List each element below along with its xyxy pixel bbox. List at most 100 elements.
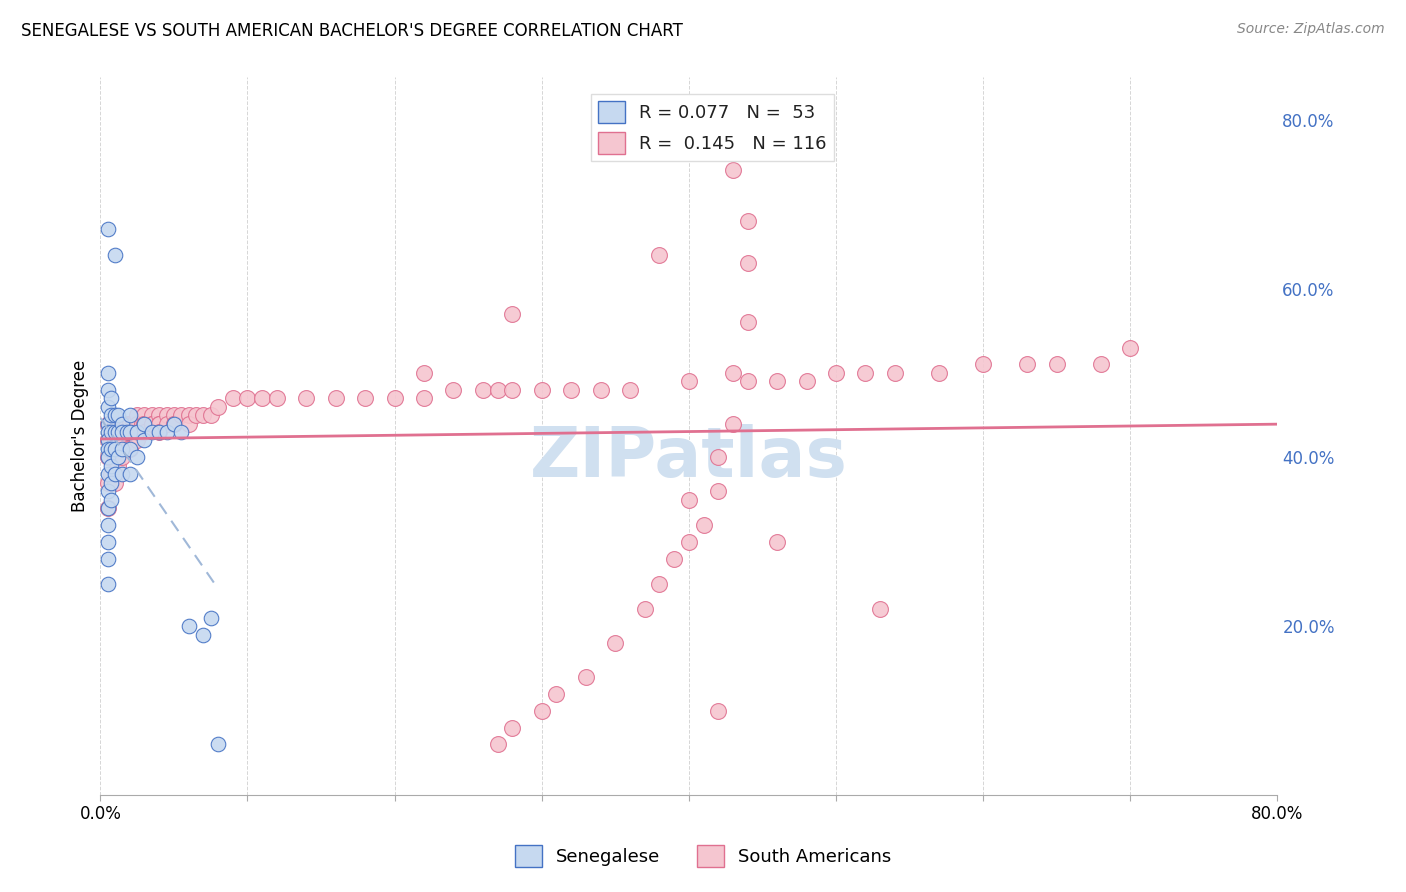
Point <box>111 442 134 456</box>
Legend: Senegalese, South Americans: Senegalese, South Americans <box>508 838 898 874</box>
Point <box>118 417 141 431</box>
Point <box>501 307 523 321</box>
Point <box>127 434 149 448</box>
Point <box>111 425 134 439</box>
Point <box>855 366 877 380</box>
Point <box>163 417 186 431</box>
Point <box>100 434 122 448</box>
Point <box>163 408 186 422</box>
Point <box>678 534 700 549</box>
Point <box>796 375 818 389</box>
Point <box>100 442 122 456</box>
Point <box>648 248 671 262</box>
Point <box>104 434 127 448</box>
Point <box>721 366 744 380</box>
Point <box>530 383 553 397</box>
Point <box>100 458 122 473</box>
Point <box>107 458 129 473</box>
Point <box>127 450 149 465</box>
Point <box>100 417 122 431</box>
Point <box>97 434 120 448</box>
Point <box>115 417 138 431</box>
Point <box>141 425 163 439</box>
Point <box>104 450 127 465</box>
Legend: R = 0.077   N =  53, R =  0.145   N = 116: R = 0.077 N = 53, R = 0.145 N = 116 <box>591 94 834 161</box>
Point <box>141 417 163 431</box>
Point <box>97 425 120 439</box>
Point <box>107 408 129 422</box>
Point <box>104 467 127 482</box>
Point <box>148 425 170 439</box>
Point <box>530 704 553 718</box>
Point <box>869 602 891 616</box>
Point <box>104 408 127 422</box>
Point <box>111 450 134 465</box>
Point <box>111 425 134 439</box>
Point <box>107 417 129 431</box>
Point <box>111 417 134 431</box>
Point <box>148 417 170 431</box>
Point <box>501 721 523 735</box>
Point <box>354 391 377 405</box>
Point <box>97 475 120 490</box>
Point <box>155 417 177 431</box>
Point <box>97 417 120 431</box>
Point <box>115 425 138 439</box>
Point <box>131 425 153 439</box>
Point <box>97 366 120 380</box>
Point <box>575 670 598 684</box>
Point <box>97 484 120 499</box>
Point <box>97 400 120 414</box>
Point <box>97 577 120 591</box>
Point <box>104 425 127 439</box>
Point <box>678 492 700 507</box>
Point <box>118 425 141 439</box>
Point <box>170 408 193 422</box>
Point <box>100 475 122 490</box>
Point <box>111 434 134 448</box>
Point <box>148 417 170 431</box>
Point <box>662 551 685 566</box>
Point <box>155 408 177 422</box>
Point <box>207 400 229 414</box>
Point <box>737 256 759 270</box>
Point <box>127 417 149 431</box>
Point <box>471 383 494 397</box>
Point <box>250 391 273 405</box>
Point <box>104 248 127 262</box>
Text: Source: ZipAtlas.com: Source: ZipAtlas.com <box>1237 22 1385 37</box>
Point <box>737 214 759 228</box>
Point <box>127 425 149 439</box>
Point <box>100 408 122 422</box>
Point <box>560 383 582 397</box>
Point <box>193 627 215 641</box>
Point <box>766 375 789 389</box>
Point <box>107 425 129 439</box>
Point <box>443 383 465 397</box>
Point <box>111 417 134 431</box>
Point <box>134 408 156 422</box>
Point <box>100 425 122 439</box>
Point <box>207 738 229 752</box>
Point <box>104 425 127 439</box>
Point <box>193 408 215 422</box>
Point <box>486 738 509 752</box>
Point <box>648 577 671 591</box>
Point <box>177 408 200 422</box>
Point <box>737 375 759 389</box>
Point <box>118 467 141 482</box>
Point <box>384 391 406 405</box>
Point <box>104 475 127 490</box>
Point <box>413 366 436 380</box>
Point <box>118 408 141 422</box>
Point <box>148 425 170 439</box>
Point <box>100 492 122 507</box>
Point <box>678 375 700 389</box>
Point <box>107 434 129 448</box>
Point <box>692 517 714 532</box>
Point <box>1090 358 1112 372</box>
Point <box>107 425 129 439</box>
Y-axis label: Bachelor's Degree: Bachelor's Degree <box>72 360 89 512</box>
Point <box>100 467 122 482</box>
Point <box>634 602 657 616</box>
